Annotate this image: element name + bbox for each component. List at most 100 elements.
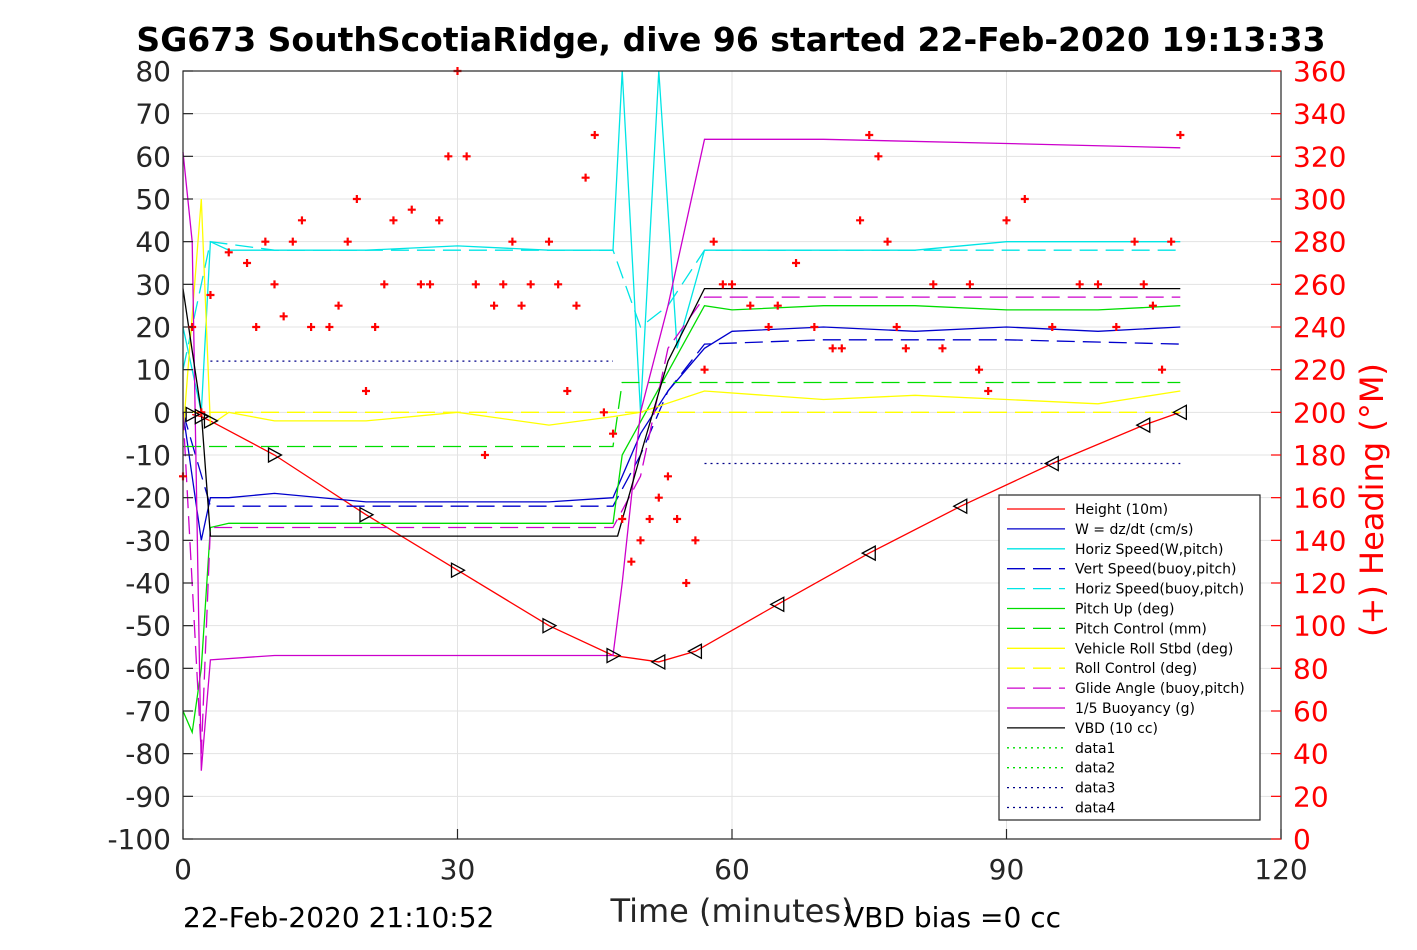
series-line-3	[182, 339, 1181, 507]
depth-marker	[194, 408, 210, 425]
heading-point	[673, 515, 682, 523]
heading-markers	[179, 67, 1185, 587]
legend-label: data2	[1075, 761, 1115, 777]
heading-point	[636, 536, 645, 545]
right-axis-label: (+) Heading (°M)	[1353, 363, 1391, 637]
right-tick-label: 120	[1293, 567, 1346, 600]
y-tick-label: -90	[125, 780, 171, 813]
heading-point	[407, 205, 416, 214]
legend-label: VBD (10 cc)	[1075, 721, 1158, 737]
heading-point	[362, 387, 370, 395]
depth-triangle-markers	[185, 404, 1187, 671]
heading-point	[938, 344, 947, 353]
heading-point	[1158, 365, 1167, 374]
heading-point	[526, 280, 535, 289]
heading-point	[380, 280, 389, 289]
heading-point	[288, 237, 297, 246]
legend-label: data3	[1075, 781, 1115, 797]
right-tick-label: 220	[1293, 354, 1346, 387]
depth-marker	[542, 617, 558, 634]
depth-marker	[1135, 417, 1151, 434]
depth-marker	[185, 406, 201, 423]
y-tick-label: -20	[125, 482, 171, 515]
legend-label: Vert Speed(buoy,pitch)	[1075, 562, 1237, 578]
legend-label: data4	[1075, 801, 1116, 817]
legend-label: Pitch Up (deg)	[1075, 602, 1174, 618]
heading-point	[389, 216, 398, 225]
x-tick-label: 60	[714, 853, 750, 886]
y-tick-label: -30	[125, 524, 171, 557]
heading-point	[572, 301, 581, 310]
heading-point	[728, 280, 736, 289]
heading-point	[773, 301, 782, 310]
heading-point	[901, 344, 910, 353]
y-tick-label: 40	[135, 226, 171, 259]
heading-point	[810, 323, 819, 331]
depth-marker	[952, 498, 968, 515]
heading-point	[965, 280, 974, 289]
heading-point	[252, 323, 261, 331]
legend-label: Horiz Speed(W,pitch)	[1075, 542, 1223, 558]
legend: Height (10m) W = dz/dt (cm/s) Horiz Speed(…	[998, 494, 1261, 821]
heading-point	[517, 301, 526, 310]
heading-point	[444, 152, 453, 161]
heading-point	[929, 280, 938, 289]
heading-point	[1167, 237, 1176, 246]
heading-point	[545, 237, 553, 246]
heading-point	[892, 323, 901, 331]
footer-timestamp: 22-Feb-2020 21:10:52	[183, 901, 494, 934]
heading-point	[563, 387, 572, 395]
series-line-7	[182, 198, 1181, 434]
heading-point	[490, 301, 499, 310]
heading-point	[856, 216, 865, 225]
right-tick-label: 360	[1293, 55, 1346, 88]
series-line-0	[192, 411, 1181, 663]
y-tick-label: 70	[135, 98, 171, 131]
legend-label: data1	[1075, 741, 1115, 757]
series-line-11	[182, 287, 1181, 537]
y-tick-label: 30	[135, 268, 171, 301]
heading-point	[426, 280, 435, 289]
series-lines	[182, 70, 1181, 771]
series-line-6	[183, 381, 1181, 448]
series-line-5	[182, 304, 1181, 735]
heading-point	[261, 237, 270, 246]
heading-point	[334, 301, 343, 310]
heading-point	[1002, 216, 1011, 225]
heading-point	[709, 237, 718, 246]
footer-vbd-bias: VBD bias =0 cc	[845, 901, 1061, 934]
heading-point	[874, 152, 883, 161]
heading-point	[663, 472, 672, 481]
series-line-10	[182, 138, 1181, 771]
depth-marker	[267, 446, 283, 464]
depth-marker	[687, 643, 703, 660]
heading-point	[1130, 237, 1139, 246]
series-line-9	[182, 296, 1181, 754]
heading-point	[746, 301, 755, 310]
heading-point	[1094, 280, 1102, 289]
legend-label: Roll Control (deg)	[1075, 661, 1197, 677]
y-tick-label: -70	[125, 695, 171, 728]
heading-point	[325, 323, 334, 331]
heading-point	[279, 312, 288, 321]
depth-marker	[1043, 455, 1059, 472]
y-tick-label: 50	[135, 183, 171, 216]
right-tick-label: 260	[1293, 268, 1346, 301]
x-axis-label: Time (minutes)	[610, 892, 854, 930]
y-tick-label: 10	[135, 354, 171, 387]
heading-point	[243, 259, 252, 267]
heading-point	[792, 259, 801, 267]
y-tick-label: 80	[135, 55, 171, 88]
heading-point	[508, 237, 517, 246]
y-tick-label: 0	[153, 396, 171, 429]
right-tick-label: 320	[1293, 140, 1346, 173]
heading-point	[1139, 280, 1148, 289]
legend-label: Pitch Control (mm)	[1075, 621, 1207, 637]
right-tick-label: 20	[1293, 780, 1329, 813]
right-tick-label: 200	[1293, 396, 1346, 429]
right-tick-label: 40	[1293, 738, 1329, 771]
heading-point	[609, 429, 618, 438]
heading-point	[581, 173, 590, 182]
depth-marker	[450, 562, 466, 579]
heading-point	[371, 323, 380, 331]
